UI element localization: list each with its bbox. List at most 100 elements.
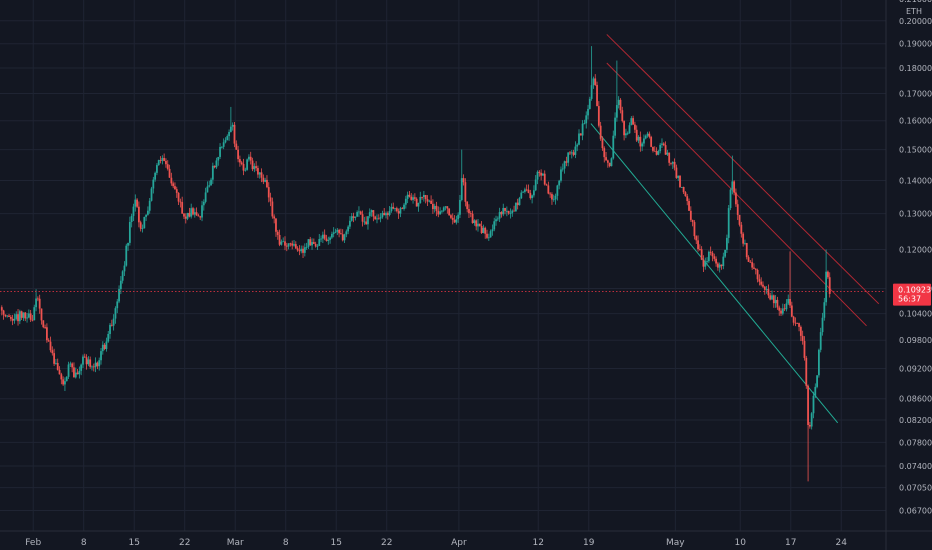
time-tick-label: Apr [451,538,467,548]
candle-body [626,133,629,135]
time-axis[interactable]: Feb 8 15 22 Mar 8 15 22 Apr 12 19 May 10 17 24 [0,530,932,548]
price-tick-label: 0.17000 [899,90,932,99]
candle-body [114,308,117,319]
candle-body [105,341,108,349]
candle-body [624,133,627,136]
candle-body [147,210,149,215]
candle-body [376,218,378,220]
candle-body [399,208,402,214]
candle-body [184,216,187,219]
candle-body [630,118,633,126]
candle-body [181,202,184,214]
candle-body [716,263,719,268]
candle-body [453,219,456,223]
candle-body [392,206,395,209]
candle-body [516,202,519,206]
candle-body [527,189,530,193]
candle-body [747,257,750,262]
candle-body [186,212,189,219]
candle-body [244,169,247,171]
price-axis[interactable]: 0.06700 0.07050 0.07400 0.07800 0.08200 0.086… [885,0,932,550]
candle-body [22,312,25,318]
candle-body [596,84,598,107]
candle-body [808,424,811,427]
candle-body [321,234,324,239]
time-tick-label: Mar [227,538,244,548]
candle-body [352,216,355,218]
candle-body [756,269,759,280]
candle-body [583,123,586,125]
candle-body [827,271,829,278]
candle-body [118,289,120,302]
candle-body [305,246,308,248]
candle-body [60,374,63,380]
candle-body [531,195,534,199]
candle-body [276,231,279,235]
candle-body [480,225,483,234]
candle-body [107,333,110,342]
candles-layer [0,46,831,482]
candle-body [798,323,800,327]
candle-body [361,214,364,222]
candle-body [172,183,175,187]
time-tick-label: 12 [533,538,544,548]
candle-body [801,335,804,341]
candle-body [655,150,658,155]
candle-body [590,85,593,99]
candle-body [644,135,647,139]
candle-body [71,363,74,368]
candle-body [220,146,223,148]
price-tick-label: 0.10400 [899,310,932,319]
candle-body [673,161,676,168]
candle-body [763,286,766,290]
candle-body [514,202,517,212]
candle-body [787,299,790,304]
candle-body [430,200,432,204]
candle-body [385,213,387,216]
candle-body [401,208,404,210]
candle-body [612,135,615,159]
candle-body [684,192,687,197]
candle-body [720,264,723,267]
candle-body [289,243,292,245]
candle-body [738,214,741,225]
candle-body [325,238,328,241]
candle-body [682,187,685,193]
candle-body [320,238,322,240]
candle-body [49,341,52,351]
candle-body [556,185,559,196]
time-tick-label: 8 [283,538,289,548]
candle-body [8,315,10,317]
price-tick-label: 0.12000 [899,246,932,255]
candle-body [412,197,414,200]
candle-body [615,105,618,118]
candle-body [695,236,698,241]
candle-body [558,180,561,186]
candle-body [121,271,124,281]
candle-body [125,245,128,266]
candle-body [704,261,707,267]
candle-body [807,385,809,425]
candle-body [587,108,589,116]
candle-body [381,212,384,218]
candle-body [621,110,624,122]
candle-body [26,317,28,319]
price-tick-label: 0.15000 [899,146,932,155]
candle-body [783,308,786,310]
candle-body [814,386,817,396]
candle-body [18,311,21,322]
candle-body [69,363,72,365]
candle-body [486,233,488,238]
candle-body [772,295,775,304]
candle-body [702,259,705,267]
candle-body [677,175,680,178]
candle-body [740,224,743,234]
candle-body [45,327,48,341]
candle-body [529,192,532,199]
candle-body [455,219,458,223]
candle-body [128,221,131,243]
candle-body [731,181,734,190]
candle-body [780,310,782,314]
candle-body [170,177,173,184]
